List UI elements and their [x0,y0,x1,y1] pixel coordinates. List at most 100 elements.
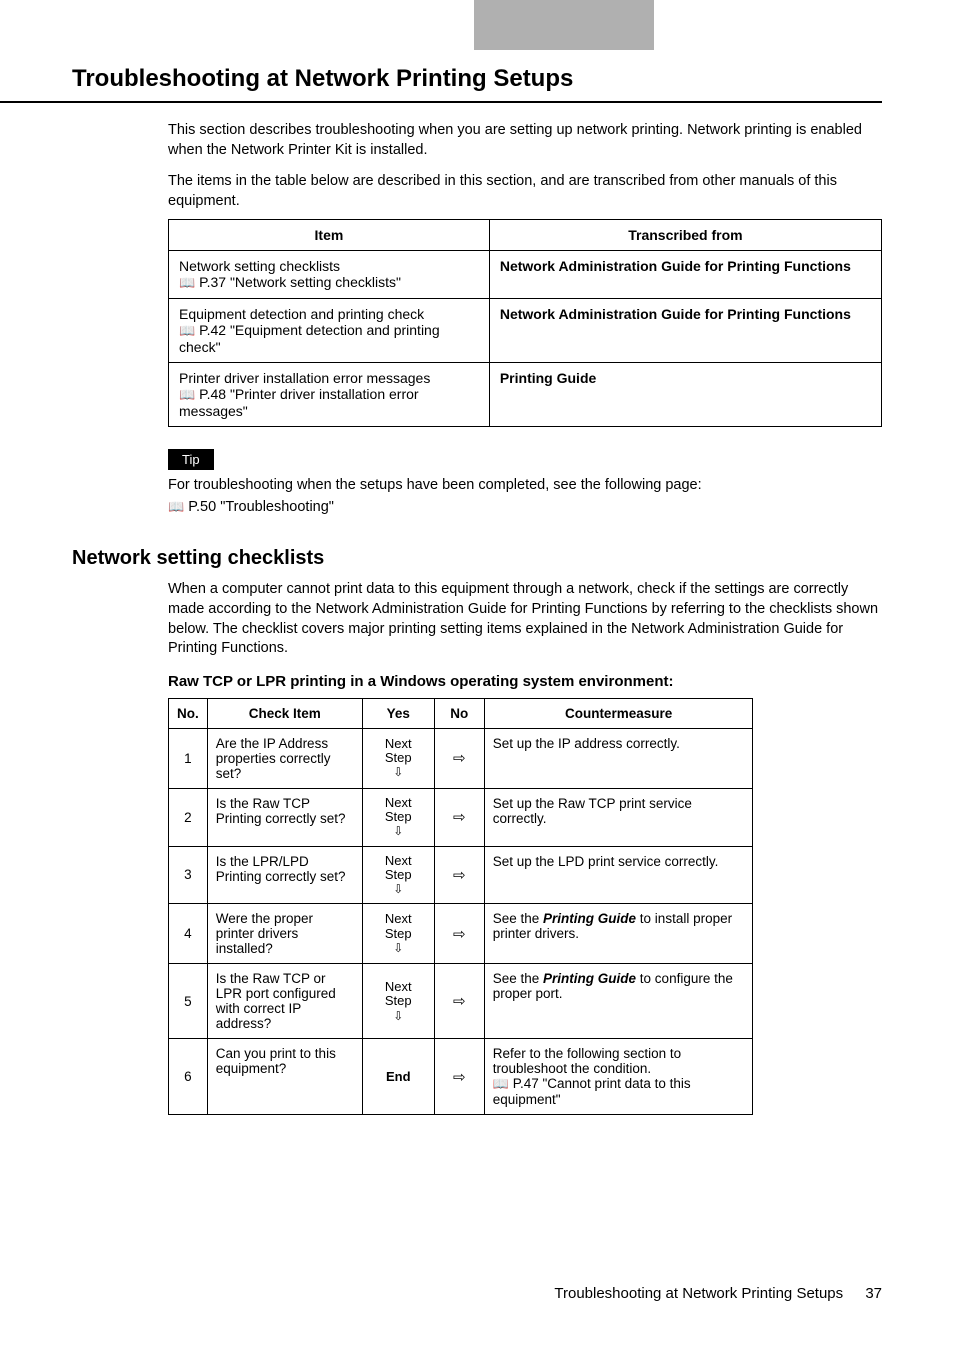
down-arrow-icon: ⇩ [393,941,403,955]
cl-th-cm: Countermeasure [484,698,753,728]
transcribed-table: Item Transcribed from Network setting ch… [168,219,882,427]
info-row: Network setting checklists 📖 P.37 "Netwo… [169,251,882,299]
cl-yes: End [362,1039,434,1115]
next-step-label: Next Step [385,795,412,824]
info-item-ref: P.42 "Equipment detection and printing c… [179,322,440,355]
cl-th-no-col: No [434,698,484,728]
cl-no-arrow: ⇨ [434,846,484,904]
page-number: 37 [865,1285,882,1302]
down-arrow-icon: ⇩ [393,882,403,896]
cl-no: 1 [169,728,208,788]
cl-no: 5 [169,964,208,1039]
tip-ref: P.50 "Troubleshooting" [188,499,334,515]
info-row: Printer driver installation error messag… [169,363,882,427]
cl-no: 3 [169,846,208,904]
end-label: End [386,1069,411,1084]
checklist-heading: Raw TCP or LPR printing in a Windows ope… [168,673,882,690]
cl-item: Are the IP Address properties correctly … [207,728,362,788]
tip-label: Tip [168,449,214,470]
info-from-text: Network Administration Guide for Printin… [500,306,851,322]
cl-yes: Next Step⇩ [362,728,434,788]
cl-no-arrow: ⇨ [434,904,484,964]
checklist-row: 1 Are the IP Address properties correctl… [169,728,753,788]
info-from-text: Printing Guide [500,370,596,386]
cl-no-arrow: ⇨ [434,1039,484,1115]
cl-no-arrow: ⇨ [434,788,484,846]
intro-para-1: This section describes troubleshooting w… [168,121,882,160]
next-step-label: Next Step [385,853,412,882]
down-arrow-icon: ⇩ [393,1009,403,1023]
checklist-row: 5 Is the Raw TCP or LPR port configured … [169,964,753,1039]
next-step-label: Next Step [385,979,412,1008]
page-title: Troubleshooting at Network Printing Setu… [0,50,882,103]
right-arrow-icon: ⇨ [453,750,466,767]
section-intro: When a computer cannot print data to thi… [168,580,882,658]
cl-th-yes: Yes [362,698,434,728]
next-step-label: Next Step [385,736,412,765]
tip-ref-line: 📖 P.50 "Troubleshooting" [168,498,882,518]
cl-cm: Set up the LPD print service correctly. [484,846,753,904]
cl-th-no: No. [169,698,208,728]
cl-item: Is the Raw TCP or LPR port configured wi… [207,964,362,1039]
info-item-line1: Printer driver installation error messag… [179,370,430,386]
checklist-table: No. Check Item Yes No Countermeasure 1 A… [168,698,753,1116]
book-icon: 📖 [179,387,195,402]
info-th-item: Item [169,220,490,251]
info-from-cell: Printing Guide [489,363,881,427]
cl-yes: Next Step⇩ [362,788,434,846]
checklist-row: 2 Is the Raw TCP Printing correctly set?… [169,788,753,846]
right-arrow-icon: ⇨ [453,993,466,1010]
info-item-cell: Printer driver installation error messag… [169,363,490,427]
cl-item: Were the proper printer drivers installe… [207,904,362,964]
book-icon: 📖 [493,1076,509,1091]
cl-yes: Next Step⇩ [362,964,434,1039]
cm-ref: P.47 "Cannot print data to this equipmen… [493,1076,691,1107]
cm-pre: See the [493,971,543,986]
cl-no: 2 [169,788,208,846]
info-item-line1: Network setting checklists [179,258,340,274]
page-footer: Troubleshooting at Network Printing Setu… [0,1255,954,1322]
next-step-label: Next Step [385,911,412,940]
header-gray-block [474,0,654,50]
info-item-cell: Equipment detection and printing check 📖… [169,299,490,363]
cl-cm: See the Printing Guide to install proper… [484,904,753,964]
info-item-cell: Network setting checklists 📖 P.37 "Netwo… [169,251,490,299]
cl-th-item: Check Item [207,698,362,728]
section-heading: Network setting checklists [0,529,954,580]
info-th-from: Transcribed from [489,220,881,251]
cl-item: Can you print to this equipment? [207,1039,362,1115]
cl-no: 4 [169,904,208,964]
cl-no-arrow: ⇨ [434,728,484,788]
cl-no-arrow: ⇨ [434,964,484,1039]
info-from-cell: Network Administration Guide for Printin… [489,299,881,363]
info-from-text: Network Administration Guide for Printin… [500,258,851,274]
book-icon: 📖 [179,323,195,338]
info-item-line1: Equipment detection and printing check [179,306,424,322]
cl-item: Is the LPR/LPD Printing correctly set? [207,846,362,904]
info-item-ref: P.37 "Network setting checklists" [199,274,401,290]
cm-em: Printing Guide [543,911,636,926]
cl-item: Is the Raw TCP Printing correctly set? [207,788,362,846]
intro-para-2: The items in the table below are describ… [168,172,882,211]
down-arrow-icon: ⇩ [393,765,403,779]
cm-pre: See the [493,911,543,926]
cl-no: 6 [169,1039,208,1115]
header-bar [0,0,954,50]
cl-cm: See the Printing Guide to configure the … [484,964,753,1039]
down-arrow-icon: ⇩ [393,824,403,838]
cm-line1: Refer to the following section to troubl… [493,1046,681,1076]
right-arrow-icon: ⇨ [453,926,466,943]
cl-yes: Next Step⇩ [362,846,434,904]
book-icon: 📖 [179,275,195,290]
checklist-row: 4 Were the proper printer drivers instal… [169,904,753,964]
cm-em: Printing Guide [543,971,636,986]
info-item-ref: P.48 "Printer driver installation error … [179,386,419,419]
book-icon: 📖 [168,499,184,514]
cl-yes: Next Step⇩ [362,904,434,964]
cl-cm: Refer to the following section to troubl… [484,1039,753,1115]
right-arrow-icon: ⇨ [453,809,466,826]
checklist-row: 6 Can you print to this equipment? End ⇨… [169,1039,753,1115]
right-arrow-icon: ⇨ [453,1069,466,1086]
info-from-cell: Network Administration Guide for Printin… [489,251,881,299]
info-row: Equipment detection and printing check 📖… [169,299,882,363]
